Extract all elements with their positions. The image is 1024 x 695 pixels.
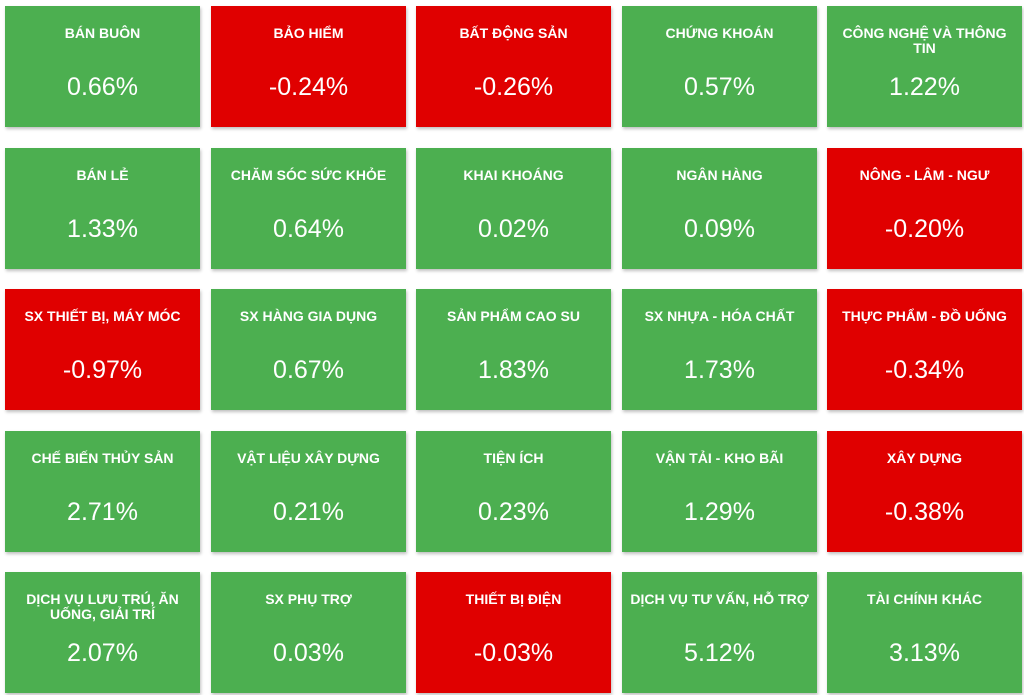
sector-tile[interactable]: BẢO HIỂM -0.24%: [211, 6, 406, 127]
sector-name: BẢO HIỂM: [273, 25, 344, 41]
sector-change-value: 0.21%: [273, 498, 344, 526]
sector-change-value: 2.07%: [67, 639, 138, 667]
sector-tile[interactable]: NÔNG - LÂM - NGƯ -0.20%: [827, 148, 1022, 269]
sector-change-value: 1.22%: [889, 73, 960, 101]
sector-change-value: 0.57%: [684, 73, 755, 101]
sector-name: SX PHỤ TRỢ: [265, 591, 352, 607]
sector-change-value: 1.83%: [478, 356, 549, 384]
sector-tile[interactable]: NGÂN HÀNG 0.09%: [622, 148, 817, 269]
sector-change-value: -0.38%: [884, 498, 965, 526]
sector-name: DỊCH VỤ LƯU TRÚ, ĂN UỐNG, GIẢI TRÍ: [26, 591, 179, 622]
sector-name: VẬT LIỆU XÂY DỰNG: [237, 450, 380, 466]
sector-name: CHỨNG KHOÁN: [665, 25, 774, 41]
sector-name: SX NHỰA - HÓA CHẤT: [644, 308, 795, 324]
sector-change-value: 2.71%: [67, 498, 138, 526]
sector-tile[interactable]: BẤT ĐỘNG SẢN -0.26%: [416, 6, 611, 127]
sector-change-value: -0.97%: [62, 356, 143, 384]
sector-name: XÂY DỰNG: [886, 450, 963, 466]
sector-change-value: -0.20%: [884, 215, 965, 243]
sector-tile[interactable]: BÁN LẺ 1.33%: [5, 148, 200, 269]
sector-name: CHĂM SÓC SỨC KHỎE: [230, 167, 387, 183]
sector-tile[interactable]: BÁN BUÔN 0.66%: [5, 6, 200, 127]
sector-tile[interactable]: VẬT LIỆU XÂY DỰNG 0.21%: [211, 431, 406, 552]
sector-tile[interactable]: VẬN TẢI - KHO BÃI 1.29%: [622, 431, 817, 552]
sector-name: NGÂN HÀNG: [676, 167, 763, 183]
sector-name: NÔNG - LÂM - NGƯ: [859, 167, 990, 183]
sector-name: BÁN LẺ: [76, 167, 129, 183]
sector-tile[interactable]: TIỆN ÍCH 0.23%: [416, 431, 611, 552]
sector-name: SX THIẾT BỊ, MÁY MÓC: [24, 308, 181, 324]
sector-name: CÔNG NGHỆ VÀ THÔNG TIN: [842, 25, 1007, 56]
sector-name: THỰC PHẨM - ĐỒ UỐNG: [842, 308, 1007, 324]
sector-tile[interactable]: DỊCH VỤ LƯU TRÚ, ĂN UỐNG, GIẢI TRÍ 2.07%: [5, 572, 200, 693]
sector-change-value: 0.03%: [273, 639, 344, 667]
sector-change-value: 1.33%: [67, 215, 138, 243]
sector-tile[interactable]: KHAI KHOÁNG 0.02%: [416, 148, 611, 269]
sector-change-value: -0.26%: [473, 73, 554, 101]
sector-tile[interactable]: CHĂM SÓC SỨC KHỎE 0.64%: [211, 148, 406, 269]
sector-tile[interactable]: DỊCH VỤ TƯ VẤN, HỖ TRỢ 5.12%: [622, 572, 817, 693]
sector-name: TIỆN ÍCH: [483, 450, 544, 466]
sector-change-value: 0.64%: [273, 215, 344, 243]
sector-change-value: 5.12%: [684, 639, 755, 667]
sector-change-value: 0.67%: [273, 356, 344, 384]
sector-change-value: 3.13%: [889, 639, 960, 667]
sector-name: TÀI CHÍNH KHÁC: [866, 591, 983, 607]
sector-tile[interactable]: CHỨNG KHOÁN 0.57%: [622, 6, 817, 127]
sector-tile[interactable]: THIẾT BỊ ĐIỆN -0.03%: [416, 572, 611, 693]
sector-change-value: 1.29%: [684, 498, 755, 526]
sector-name: BẤT ĐỘNG SẢN: [459, 25, 568, 41]
sector-tile[interactable]: THỰC PHẨM - ĐỒ UỐNG -0.34%: [827, 289, 1022, 410]
sector-tile[interactable]: SX THIẾT BỊ, MÁY MÓC -0.97%: [5, 289, 200, 410]
sector-change-value: 0.09%: [684, 215, 755, 243]
sector-name: DỊCH VỤ TƯ VẤN, HỖ TRỢ: [630, 591, 809, 607]
sector-tile[interactable]: TÀI CHÍNH KHÁC 3.13%: [827, 572, 1022, 693]
sector-tile[interactable]: SX HÀNG GIA DỤNG 0.67%: [211, 289, 406, 410]
sector-name: BÁN BUÔN: [64, 25, 141, 41]
sector-name: KHAI KHOÁNG: [463, 167, 564, 183]
sector-change-value: 0.23%: [478, 498, 549, 526]
sector-change-value: 0.02%: [478, 215, 549, 243]
sector-name: SX HÀNG GIA DỤNG: [239, 308, 378, 324]
sector-change-value: -0.03%: [473, 639, 554, 667]
sector-tile[interactable]: CHẾ BIẾN THỦY SẢN 2.71%: [5, 431, 200, 552]
sector-name: THIẾT BỊ ĐIỆN: [465, 591, 562, 607]
sector-change-value: -0.24%: [268, 73, 349, 101]
sector-name: SẢN PHẨM CAO SU: [446, 308, 580, 324]
sector-change-value: 0.66%: [67, 73, 138, 101]
sector-name: VẬN TẢI - KHO BÃI: [655, 450, 784, 466]
sector-tile[interactable]: SX NHỰA - HÓA CHẤT 1.73%: [622, 289, 817, 410]
sector-name: CHẾ BIẾN THỦY SẢN: [31, 450, 174, 466]
sector-tile[interactable]: SẢN PHẨM CAO SU 1.83%: [416, 289, 611, 410]
sector-tile[interactable]: XÂY DỰNG -0.38%: [827, 431, 1022, 552]
sector-tile[interactable]: SX PHỤ TRỢ 0.03%: [211, 572, 406, 693]
sector-change-value: -0.34%: [884, 356, 965, 384]
sector-change-value: 1.73%: [684, 356, 755, 384]
sector-tile[interactable]: CÔNG NGHỆ VÀ THÔNG TIN 1.22%: [827, 6, 1022, 127]
